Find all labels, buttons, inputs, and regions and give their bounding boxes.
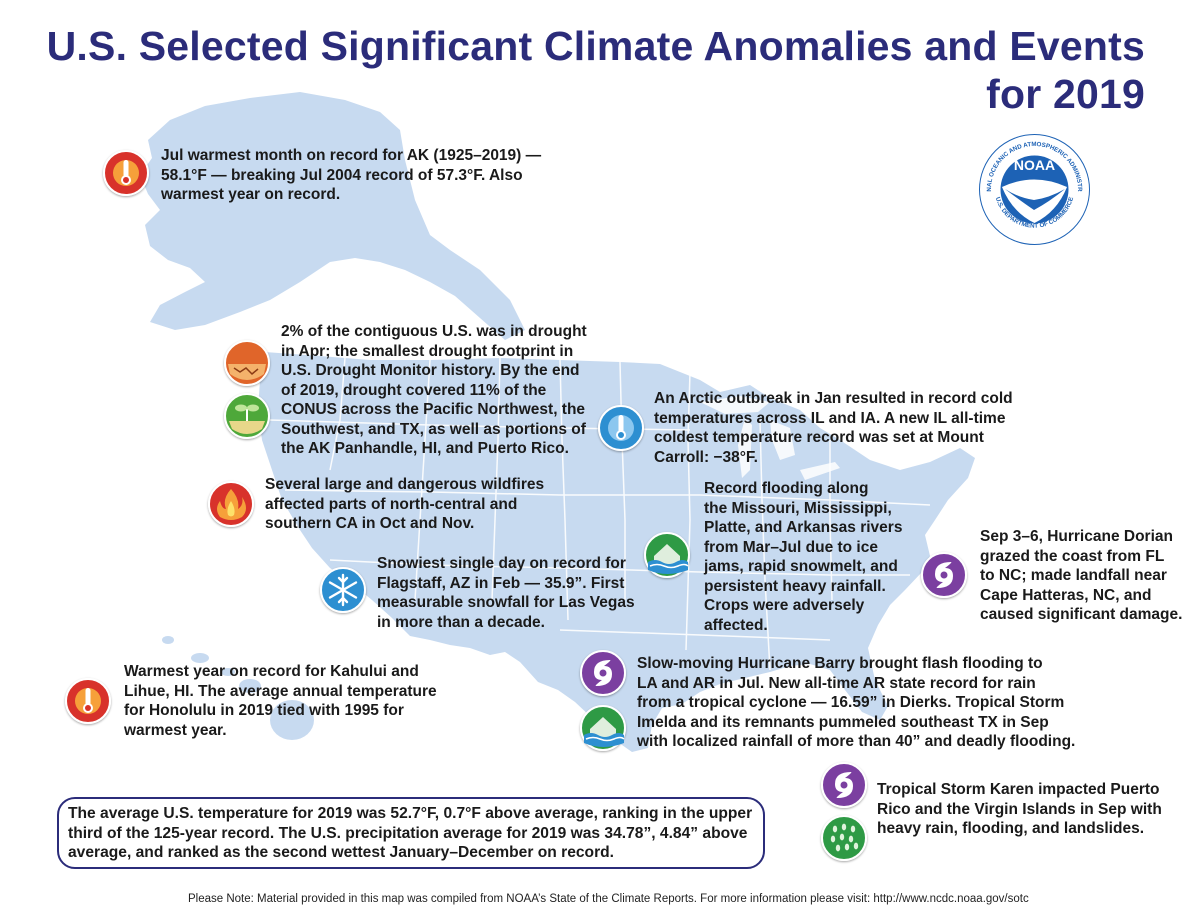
hawaii-island-1 [162,636,174,644]
state-border [619,361,626,600]
hawaii-island-2 [191,653,209,663]
state-border [759,419,771,671]
lake-huron [770,420,795,460]
event-hurricane-dorian: Sep 3–6, Hurricane Dorian grazed the coas… [980,528,1183,623]
hurricane-icon [921,552,967,598]
snowflake-icon [320,567,366,613]
event-wildfires: Several large and dangerous wildfires aff… [265,476,545,532]
state-border [559,359,569,621]
state-border [559,629,831,641]
event-hurricane-barry: Slow-moving Hurricane Barry brought flas… [637,655,1076,750]
state-border [329,357,346,471]
summary-line: third of the 125-year record. The U.S. p… [68,824,748,842]
state-border [829,440,833,601]
drought-improvement-sprout-icon [224,393,270,439]
contiguous-us-landmass [258,352,975,752]
state-border [329,559,910,576]
summary-line: The average U.S. temperature for 2019 wa… [68,805,753,822]
drought-cracked-earth-icon [224,340,270,386]
heat-thermometer-icon [65,678,111,724]
hurricane-icon [821,762,867,808]
flood-icon [580,705,626,751]
alaska-landmass [140,92,525,340]
event-flagstaff-snow: Snowiest single day on record for Flagsta… [377,555,635,631]
page-title-year: for 2019 [986,71,1145,117]
heat-thermometer-icon [103,150,149,196]
lake-superior [700,396,770,414]
cold-thermometer-icon [598,405,644,451]
event-arctic-outbreak: An Arctic outbreak in Jan resulted in re… [654,390,1013,466]
page-title: U.S. Selected Significant Climate Anomal… [46,23,1145,69]
hawaii-island-5 [270,700,314,740]
state-border [284,489,931,506]
hawaii-island-4 [239,679,261,693]
wildfire-icon [208,481,254,527]
event-hawaii: Warmest year on record for Kahului and Li… [124,663,437,739]
state-border [685,371,691,651]
event-drought: 2% of the contiguous U.S. was in drought… [281,323,587,457]
hurricane-icon [580,650,626,696]
flood-icon [644,532,690,578]
summary-box: The average U.S. temperature for 2019 wa… [57,797,765,869]
heavy-rain-icon [821,815,867,861]
hawaii-island-3 [221,668,235,676]
event-river-flooding: Record flooding along the Missouri, Missi… [704,480,903,634]
footnote: Please Note: Material provided in this m… [188,893,1029,905]
state-border [414,359,431,601]
noaa-logo-text: NOAA [1014,157,1055,173]
state-border [491,357,501,601]
lake-michigan [738,418,752,478]
summary-line: average, and ranked as the second wettes… [68,844,615,861]
noaa-logo: NATIONAL OCEANIC AND ATMOSPHERIC ADMINIS… [977,132,1092,247]
event-alaska: Jul warmest month on record for AK (1925… [161,147,542,203]
event-tropical-storm-karen: Tropical Storm Karen impacted Puerto Rico… [877,781,1162,837]
